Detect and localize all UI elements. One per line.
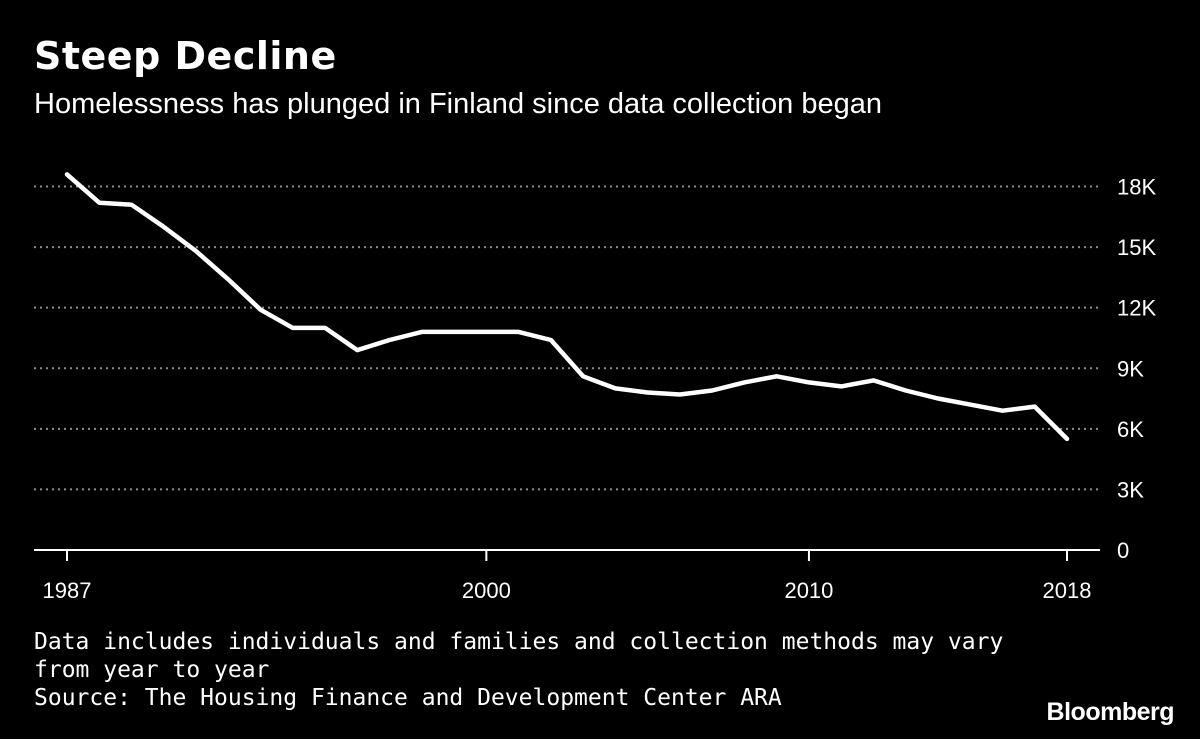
data-point	[904, 389, 908, 393]
data-point	[259, 308, 263, 312]
footnote-line-1: Data includes individuals and families a…	[34, 629, 1004, 655]
data-point	[968, 403, 972, 407]
x-tick-label: 2010	[784, 578, 833, 603]
x-axis-labels: 1987 2000 2010 2018	[43, 578, 1092, 603]
data-point	[323, 326, 327, 330]
y-tick-label: 15K	[1117, 235, 1156, 260]
data-point	[742, 380, 746, 384]
y-tick-label: 6K	[1117, 417, 1144, 442]
data-point	[775, 374, 779, 378]
data-point	[355, 348, 359, 352]
data-point	[1065, 437, 1069, 441]
y-tick-label: 18K	[1117, 175, 1156, 200]
footnote: Data includes individuals and families a…	[34, 628, 1003, 712]
gridlines	[34, 185, 1100, 491]
y-tick-label: 0	[1117, 538, 1129, 563]
data-point	[162, 225, 166, 229]
y-tick-label: 9K	[1117, 356, 1144, 381]
data-point	[807, 380, 811, 384]
data-point	[130, 203, 134, 207]
data-point	[291, 326, 295, 330]
data-point	[194, 249, 198, 253]
data-point	[452, 330, 456, 334]
data-point	[646, 391, 650, 395]
data-point	[484, 330, 488, 334]
x-axis	[34, 549, 1100, 561]
line-chart: 0 3K 6K 9K 12K 15K 18K 1987 2000 2010 2018	[34, 172, 1156, 603]
data-point	[872, 378, 876, 382]
series-line	[64, 172, 1070, 442]
data-point	[678, 393, 682, 397]
data-point	[388, 338, 392, 342]
y-axis-labels: 0 3K 6K 9K 12K 15K 18K	[1117, 175, 1156, 564]
series-layer	[64, 172, 1070, 442]
data-point	[839, 384, 843, 388]
data-point	[1033, 405, 1037, 409]
y-tick-label: 12K	[1117, 296, 1156, 321]
data-point	[1001, 409, 1005, 413]
data-point	[549, 338, 553, 342]
data-point	[65, 172, 69, 176]
data-point	[517, 330, 521, 334]
footnote-line-2: from year to year	[34, 657, 270, 683]
x-tick-label: 2000	[462, 578, 511, 603]
data-point	[613, 386, 617, 390]
data-point	[97, 201, 101, 205]
chart-subtitle: Homelessness has plunged in Finland sinc…	[34, 88, 882, 120]
data-point	[936, 397, 940, 401]
y-tick-label: 3K	[1117, 477, 1144, 502]
x-tick-label: 2018	[1043, 578, 1092, 603]
x-tick-label: 1987	[43, 578, 92, 603]
data-point	[226, 277, 230, 281]
chart-title: Steep Decline	[34, 34, 337, 78]
data-point	[581, 374, 585, 378]
data-point	[710, 389, 714, 393]
source-note: Source: The Housing Finance and Developm…	[34, 685, 782, 711]
data-point	[420, 330, 424, 334]
bloomberg-logo: Bloomberg	[1046, 698, 1175, 726]
